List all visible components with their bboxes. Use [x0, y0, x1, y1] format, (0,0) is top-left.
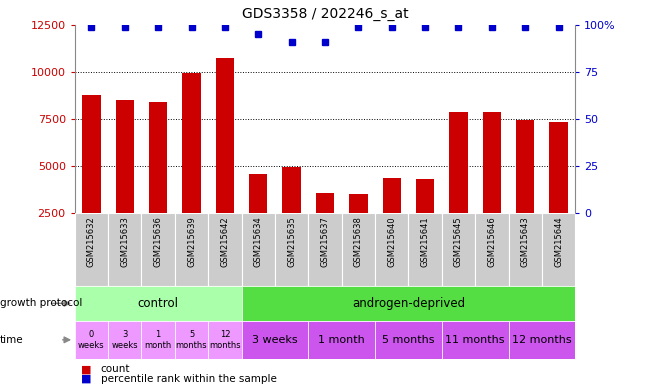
Bar — [283, 167, 301, 213]
Text: 1
month: 1 month — [144, 330, 172, 349]
Bar — [549, 122, 567, 213]
Bar — [308, 321, 375, 359]
Text: time: time — [0, 335, 23, 345]
Bar — [142, 213, 175, 286]
Bar — [508, 213, 542, 286]
Bar — [175, 321, 208, 359]
Bar — [308, 213, 342, 286]
Bar — [249, 174, 267, 213]
Bar — [242, 286, 575, 321]
Text: GSM215639: GSM215639 — [187, 216, 196, 267]
Bar — [142, 321, 175, 359]
Bar — [216, 58, 234, 213]
Bar — [275, 213, 308, 286]
Text: control: control — [138, 297, 179, 310]
Text: GSM215644: GSM215644 — [554, 216, 563, 266]
Text: GSM215646: GSM215646 — [488, 216, 497, 267]
Text: androgen-deprived: androgen-deprived — [352, 297, 465, 310]
Bar — [175, 213, 208, 286]
Bar — [75, 321, 108, 359]
Text: 5
months: 5 months — [176, 330, 207, 349]
Text: 0
weeks: 0 weeks — [78, 330, 105, 349]
Text: percentile rank within the sample: percentile rank within the sample — [101, 374, 277, 384]
Text: count: count — [101, 364, 130, 374]
Bar — [349, 194, 367, 213]
Bar — [116, 100, 134, 213]
Text: GSM215640: GSM215640 — [387, 216, 396, 266]
Bar — [242, 213, 275, 286]
Text: GSM215635: GSM215635 — [287, 216, 296, 267]
Bar — [75, 213, 108, 286]
Title: GDS3358 / 202246_s_at: GDS3358 / 202246_s_at — [242, 7, 408, 21]
Bar — [508, 321, 575, 359]
Bar — [342, 213, 375, 286]
Bar — [475, 213, 508, 286]
Text: GSM215637: GSM215637 — [320, 216, 330, 267]
Bar — [75, 286, 242, 321]
Text: GSM215636: GSM215636 — [153, 216, 162, 267]
Text: GSM215634: GSM215634 — [254, 216, 263, 267]
Text: GSM215638: GSM215638 — [354, 216, 363, 267]
Bar — [383, 178, 401, 213]
Text: 1 month: 1 month — [318, 335, 365, 345]
Text: 12 months: 12 months — [512, 335, 572, 345]
Text: ■: ■ — [81, 374, 92, 384]
Text: 12
months: 12 months — [209, 330, 240, 349]
Text: 11 months: 11 months — [445, 335, 505, 345]
Text: GSM215641: GSM215641 — [421, 216, 430, 266]
Bar — [375, 321, 442, 359]
Bar — [108, 213, 142, 286]
Text: 3 weeks: 3 weeks — [252, 335, 298, 345]
Bar — [183, 73, 201, 213]
Bar — [316, 194, 334, 213]
Text: growth protocol: growth protocol — [0, 298, 83, 308]
Text: GSM215643: GSM215643 — [521, 216, 530, 267]
Text: GSM215633: GSM215633 — [120, 216, 129, 267]
Bar — [416, 179, 434, 213]
Bar — [83, 94, 101, 213]
Bar — [442, 213, 475, 286]
Text: 5 months: 5 months — [382, 335, 435, 345]
Bar — [516, 120, 534, 213]
Bar — [149, 102, 167, 213]
Bar — [442, 321, 508, 359]
Text: GSM215632: GSM215632 — [87, 216, 96, 267]
Bar — [449, 111, 467, 213]
Bar — [208, 213, 242, 286]
Bar — [483, 113, 501, 213]
Bar — [242, 321, 308, 359]
Text: ■: ■ — [81, 364, 92, 374]
Bar — [542, 213, 575, 286]
Text: GSM215642: GSM215642 — [220, 216, 229, 266]
Bar — [408, 213, 442, 286]
Text: GSM215645: GSM215645 — [454, 216, 463, 266]
Bar — [108, 321, 142, 359]
Bar — [208, 321, 242, 359]
Bar — [375, 213, 408, 286]
Text: 3
weeks: 3 weeks — [112, 330, 138, 349]
